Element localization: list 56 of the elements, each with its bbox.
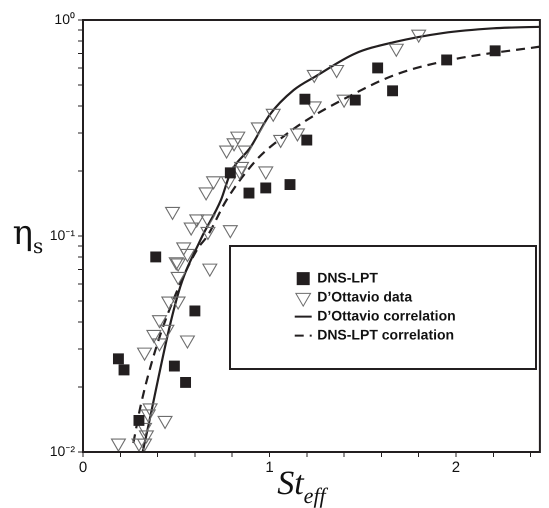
point — [306, 101, 322, 115]
point — [165, 206, 180, 220]
point — [170, 272, 186, 285]
legend-label: DNS-LPT correlation — [317, 326, 454, 342]
point — [336, 94, 352, 108]
legend-label: DNS-LPT — [317, 270, 378, 286]
point — [138, 430, 154, 444]
point — [230, 132, 246, 145]
point — [226, 138, 242, 152]
point — [266, 108, 281, 122]
point — [273, 134, 288, 148]
point — [137, 348, 152, 361]
point — [290, 128, 305, 142]
point — [137, 438, 152, 452]
point — [152, 338, 167, 352]
point — [180, 335, 195, 349]
point — [161, 296, 176, 310]
point — [137, 422, 152, 436]
point — [159, 324, 174, 338]
point — [219, 145, 234, 159]
point — [131, 438, 146, 452]
point — [200, 226, 216, 240]
point — [176, 242, 192, 256]
point — [206, 176, 222, 190]
point — [329, 64, 344, 78]
point — [250, 122, 266, 136]
point — [140, 409, 156, 423]
x-tick-label: 2 — [452, 459, 460, 476]
y-tick-label: 10⁻¹ — [50, 226, 76, 243]
point — [258, 166, 274, 180]
y-tick-label: 10⁻² — [50, 442, 76, 459]
point — [200, 214, 216, 228]
point — [142, 403, 158, 416]
x-tick-label: 1 — [265, 459, 274, 476]
point — [180, 248, 195, 262]
x-tick-label: 0 — [78, 459, 88, 476]
point — [158, 416, 173, 429]
point — [170, 296, 186, 310]
point — [146, 330, 162, 344]
legend-label: D’Ottavio correlation — [317, 308, 456, 324]
point — [238, 145, 253, 159]
point — [234, 162, 249, 175]
point — [232, 166, 248, 180]
point — [220, 176, 236, 190]
legend-label: D’Ottavio data — [317, 288, 412, 304]
point — [411, 30, 426, 43]
y-tick-label: 10⁰ — [54, 10, 75, 27]
point — [222, 225, 238, 238]
point — [306, 70, 322, 83]
point — [110, 438, 126, 452]
point — [198, 187, 214, 200]
point — [184, 222, 199, 236]
point — [189, 214, 204, 228]
point — [388, 44, 404, 57]
point — [202, 264, 218, 277]
point — [152, 315, 167, 328]
